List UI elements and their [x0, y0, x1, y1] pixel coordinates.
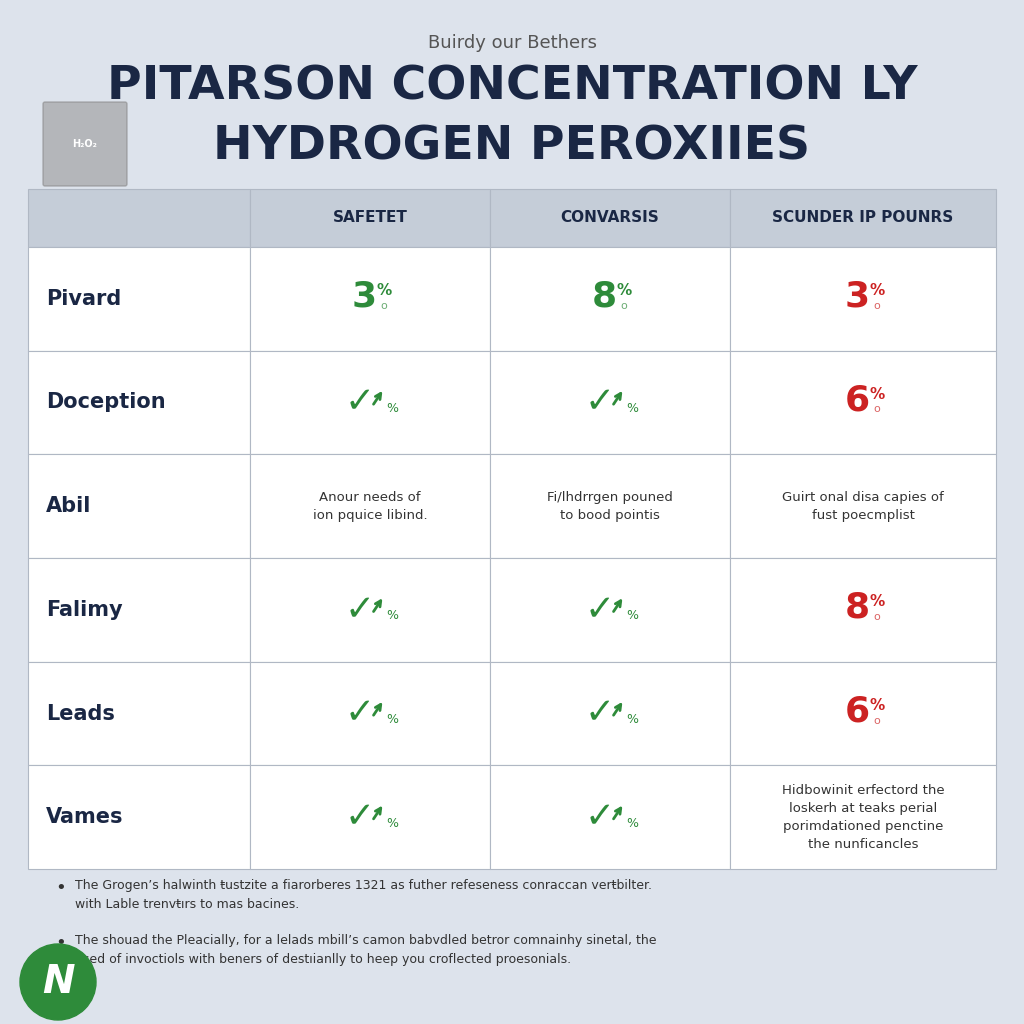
Bar	[28, 662, 250, 765]
Text: %: %	[869, 387, 885, 402]
Bar	[250, 189, 490, 247]
Text: Hidbowinit erfectord the
loskerh at teaks perial
porimdationed penctine
the nunf: Hidbowinit erfectord the loskerh at teak…	[781, 783, 944, 851]
Text: %: %	[386, 817, 398, 829]
Text: H₂O₂: H₂O₂	[73, 139, 97, 150]
Text: %: %	[626, 609, 638, 623]
Text: %: %	[386, 713, 398, 726]
Text: N: N	[42, 963, 75, 1001]
Text: Vames: Vames	[46, 807, 124, 827]
Text: ✓: ✓	[345, 385, 375, 420]
Text: %: %	[869, 284, 885, 298]
Circle shape	[20, 944, 96, 1020]
Bar	[490, 247, 730, 350]
Bar	[250, 662, 490, 765]
Text: ✓: ✓	[345, 696, 375, 730]
Text: Guirt onal disa capies of
fust poecmplist: Guirt onal disa capies of fust poecmplis…	[782, 490, 944, 521]
Text: Buirdy our Bethers: Buirdy our Bethers	[427, 34, 597, 52]
Text: %: %	[386, 402, 398, 415]
Bar	[730, 189, 996, 247]
Text: •: •	[55, 879, 66, 897]
Bar	[28, 350, 250, 455]
Text: 8: 8	[592, 280, 616, 313]
Text: %: %	[616, 284, 632, 298]
Bar	[490, 189, 730, 247]
Bar	[490, 558, 730, 662]
Text: The shouad the Pleacially, for a lelads mbill’s camon babvdled betror comnainhy : The shouad the Pleacially, for a lelads …	[75, 934, 656, 966]
Bar	[28, 247, 250, 350]
Text: SAFETET: SAFETET	[333, 211, 408, 225]
Text: Fi/lhdrrgen pouned
to bood pointis: Fi/lhdrrgen pouned to bood pointis	[547, 490, 673, 521]
Bar	[250, 455, 490, 558]
Bar	[490, 662, 730, 765]
Text: ✓: ✓	[345, 593, 375, 627]
Bar	[730, 455, 996, 558]
Text: %: %	[386, 609, 398, 623]
Bar	[28, 558, 250, 662]
Bar	[730, 350, 996, 455]
Text: Abil: Abil	[46, 497, 91, 516]
Text: SCUNDER IP POUNRS: SCUNDER IP POUNRS	[772, 211, 953, 225]
Text: o: o	[873, 611, 881, 622]
Bar	[250, 247, 490, 350]
Text: o: o	[621, 301, 628, 311]
Text: Falimy: Falimy	[46, 600, 123, 620]
Bar	[28, 765, 250, 869]
Bar	[730, 765, 996, 869]
Text: o: o	[873, 301, 881, 311]
Text: 6: 6	[845, 384, 869, 418]
Text: o: o	[873, 716, 881, 725]
Bar	[730, 558, 996, 662]
Bar	[28, 455, 250, 558]
Text: ✓: ✓	[585, 385, 615, 420]
Text: The Grogen’s halwinth ŧustzite a fiarorberes 1321 as futher refeseness conraccan: The Grogen’s halwinth ŧustzite a fiarorb…	[75, 879, 652, 911]
Text: 3: 3	[351, 280, 377, 313]
Text: 3: 3	[845, 280, 869, 313]
Text: Leads: Leads	[46, 703, 115, 724]
Text: %: %	[869, 698, 885, 713]
Bar	[490, 455, 730, 558]
Bar	[490, 350, 730, 455]
Bar	[250, 350, 490, 455]
Text: %: %	[377, 284, 391, 298]
Text: Anour needs of
ion pquice libind.: Anour needs of ion pquice libind.	[312, 490, 427, 521]
Text: PITARSON CONCENTRATION LY: PITARSON CONCENTRATION LY	[106, 63, 918, 109]
Bar	[250, 765, 490, 869]
Text: CONVARSIS: CONVARSIS	[560, 211, 659, 225]
Text: HYDROGEN PEROXIIES: HYDROGEN PEROXIIES	[213, 124, 811, 169]
Text: o: o	[873, 404, 881, 415]
Text: %: %	[626, 402, 638, 415]
Text: 6: 6	[845, 694, 869, 728]
Text: ✓: ✓	[585, 696, 615, 730]
Bar	[28, 189, 250, 247]
Text: ✓: ✓	[345, 800, 375, 835]
Bar	[730, 662, 996, 765]
Text: Doception: Doception	[46, 392, 166, 413]
Text: 8: 8	[845, 591, 869, 625]
FancyBboxPatch shape	[43, 102, 127, 186]
Bar	[490, 765, 730, 869]
Text: •: •	[55, 934, 66, 952]
Text: o: o	[381, 301, 387, 311]
Text: Pivard: Pivard	[46, 289, 121, 309]
Bar	[250, 558, 490, 662]
Bar	[730, 247, 996, 350]
Text: %: %	[626, 713, 638, 726]
Text: %: %	[626, 817, 638, 829]
Text: ✓: ✓	[585, 593, 615, 627]
Text: ✓: ✓	[585, 800, 615, 835]
Text: %: %	[869, 594, 885, 609]
